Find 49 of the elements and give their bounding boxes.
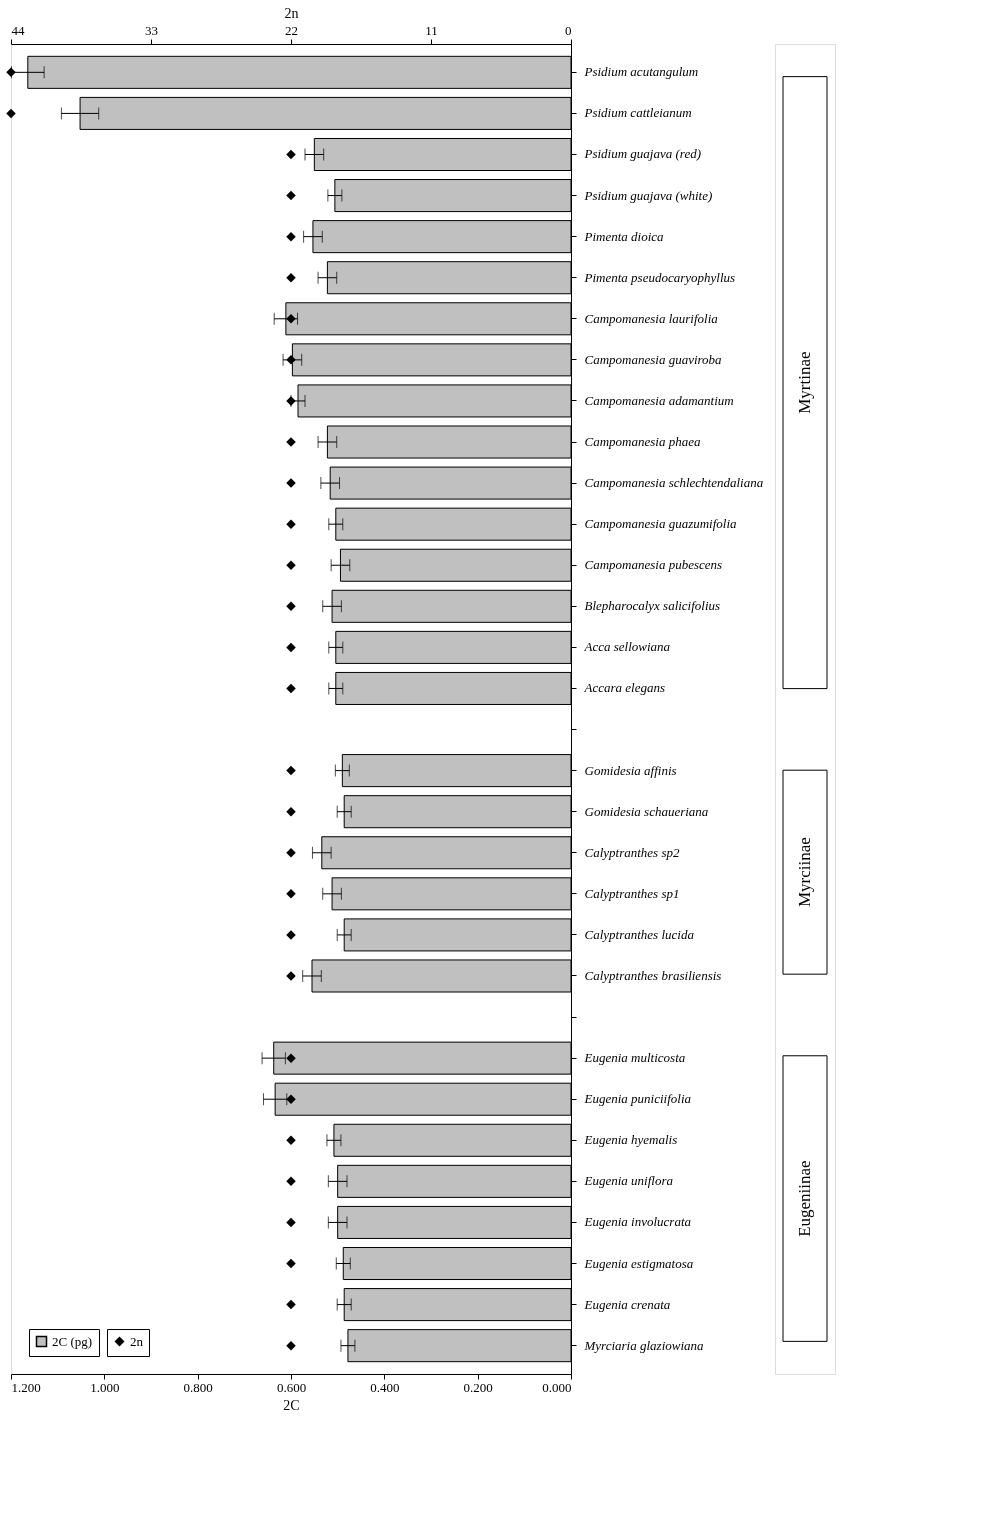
x-tick-label: 1.000	[90, 1379, 120, 1395]
y-tick-label: Psidium cattleianum	[583, 105, 692, 121]
x-axis-title: 2C	[283, 1397, 300, 1413]
text: Myrtinae	[795, 351, 814, 414]
y-tick-label: Eugenia multicosta	[583, 1050, 686, 1066]
y-tick-label: Campomanesia pubescens	[584, 557, 723, 573]
y-tick-label: Psidium guajava (white)	[583, 187, 713, 203]
x-tick-label: 0.200	[463, 1379, 493, 1395]
y-tick-label: Blepharocalyx salicifolius	[584, 598, 721, 614]
y-tick-label: Eugenia estigmatosa	[583, 1255, 694, 1271]
legend-label: 2n	[130, 1333, 144, 1349]
y-tick-label: Eugenia hyemalis	[583, 1132, 678, 1148]
x2-tick-label: 22	[285, 22, 298, 38]
y-tick-label: Calyptranthes lucida	[584, 926, 695, 942]
y-tick-label: Campomanesia adamantium	[584, 392, 734, 408]
x2-tick-label: 11	[425, 22, 438, 38]
y-tick-label: Gomidesia affinis	[584, 762, 677, 778]
text: Eugeniinae	[795, 1160, 814, 1237]
y-tick-label: Eugenia involucrata	[583, 1214, 692, 1230]
x-tick-label: 0.000	[542, 1379, 572, 1395]
x-tick-label: 0.400	[370, 1379, 400, 1395]
y-tick-label: Calyptranthes sp1	[584, 885, 680, 901]
y-tick-label: Calyptranthes sp2	[584, 844, 680, 860]
y-tick-label: Campomanesia schlechtendaliana	[584, 475, 764, 491]
legend-label: 2C (pg)	[52, 1333, 93, 1349]
x-tick-label: 1.200	[11, 1379, 41, 1395]
text: Myrciinae	[795, 837, 814, 908]
y-tick-label: Calyptranthes brasiliensis	[584, 967, 722, 983]
y-tick-label: Psidium acutangulum	[583, 64, 699, 80]
x2-axis-title: 2n	[284, 5, 299, 21]
x2-tick-label: 33	[145, 22, 158, 38]
x-tick-label: 0.800	[183, 1379, 213, 1395]
x-tick-label: 0.600	[276, 1379, 307, 1395]
y-tick-label: Accara elegans	[583, 680, 666, 696]
y-tick-label: Pimenta pseudocaryophyllus	[583, 269, 736, 285]
y-tick-label: Acca sellowiana	[583, 639, 671, 655]
y-tick-label: Eugenia crenata	[583, 1296, 671, 1312]
y-tick-label: Pimenta dioica	[583, 228, 665, 244]
y-tick-label: Campomanesia laurifolia	[584, 310, 719, 326]
y-tick-label: Psidium guajava (red)	[583, 146, 701, 162]
y-tick-label: Eugenia puniciifolia	[583, 1091, 692, 1107]
y-tick-label: Myrciaria glaziowiana	[583, 1337, 705, 1353]
y-tick-label: Campomanesia guazumifolia	[584, 516, 738, 532]
y-tick-label: Campomanesia phaea	[584, 434, 701, 450]
y-tick-label: Gomidesia schaueriana	[584, 803, 709, 819]
y-tick-label: Eugenia uniflora	[583, 1173, 674, 1189]
x2-tick-label: 44	[11, 22, 25, 38]
x2-tick-label: 0	[565, 22, 572, 38]
y-tick-label: Campomanesia guaviroba	[584, 351, 723, 367]
